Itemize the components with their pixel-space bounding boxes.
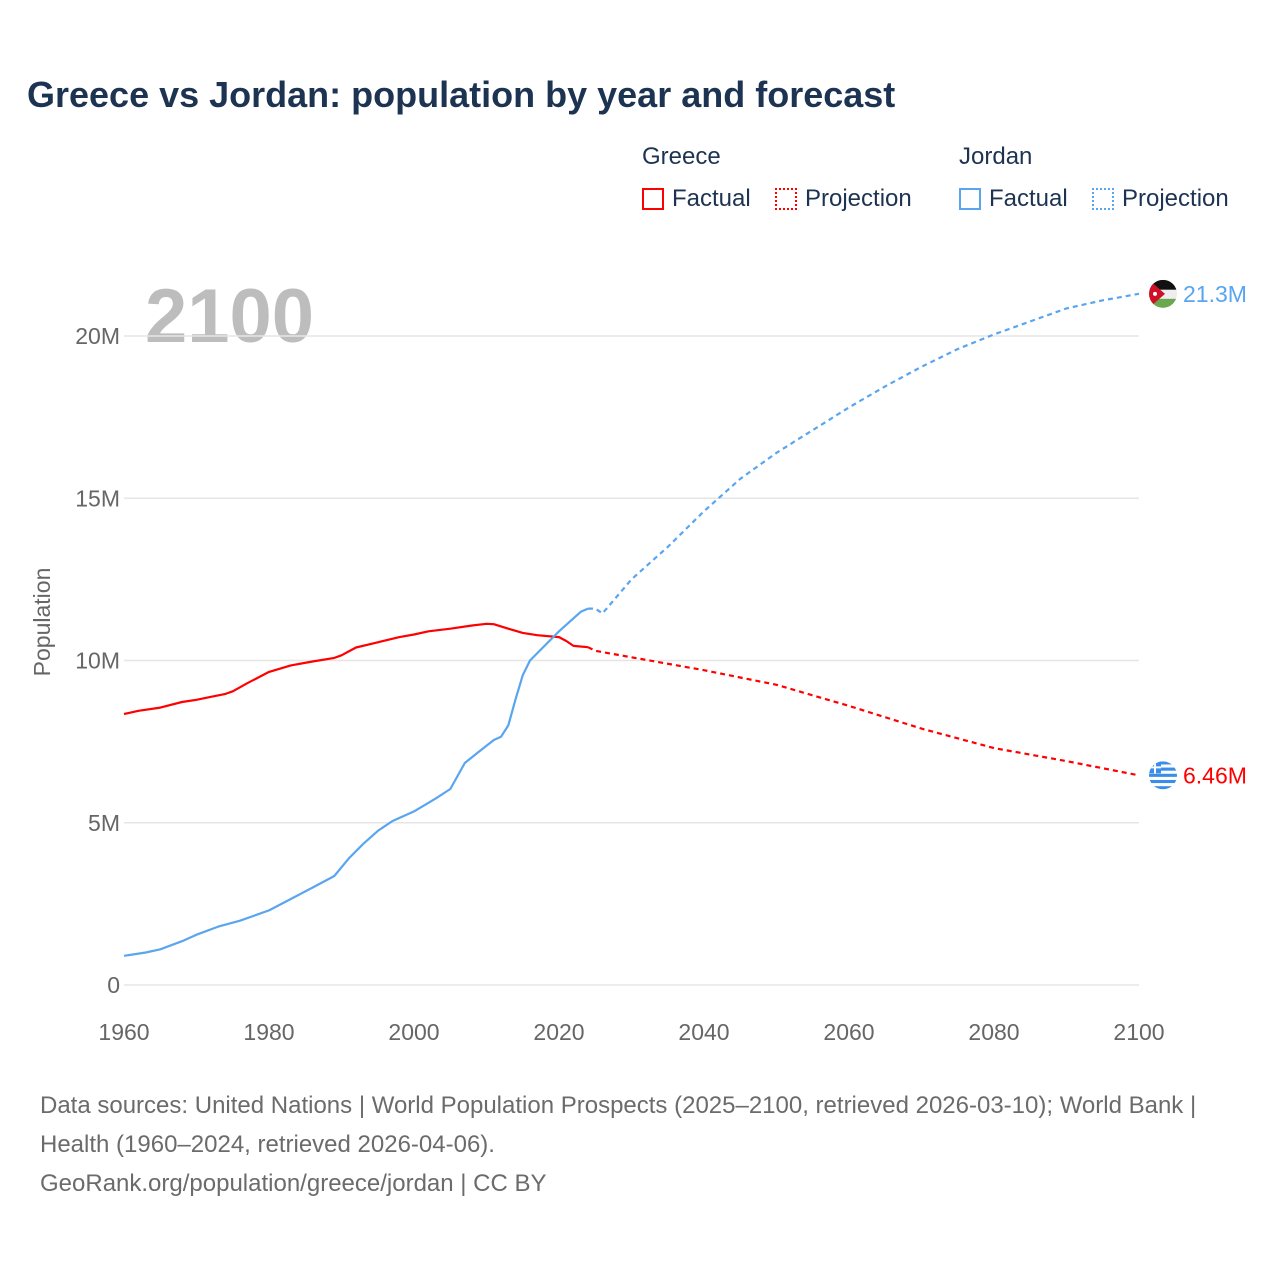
cross <box>1149 766 1161 769</box>
stripe <box>1149 786 1177 790</box>
x-tick-label: 1980 <box>243 1019 294 1045</box>
y-tick-label: 5M <box>88 810 120 836</box>
legend-group-label: Jordan <box>959 143 1033 170</box>
greece-factual-line <box>123 622 589 716</box>
x-tick-label: 2060 <box>823 1019 874 1045</box>
x-tick-label: 2080 <box>968 1019 1019 1045</box>
legend-label: Factual <box>989 185 1068 212</box>
stripe <box>1149 761 1177 765</box>
footer: Data sources: United Nations | World Pop… <box>40 1086 1230 1203</box>
solid-swatch-icon <box>642 188 664 210</box>
stripe <box>1149 779 1177 784</box>
x-tick-label: 1960 <box>98 1019 149 1045</box>
attribution-link[interactable]: GeoRank.org/population/greece/jordan | C… <box>40 1170 547 1197</box>
jordan-projection-line <box>588 292 1140 615</box>
year-watermark: 2100 <box>145 274 314 359</box>
x-tick-label: 2020 <box>533 1019 584 1045</box>
legend-label: Factual <box>672 185 751 212</box>
greece-flag-icon <box>1149 761 1177 790</box>
jordan-factual-line <box>123 607 589 957</box>
legend-label: Projection <box>1122 185 1229 212</box>
chart-title: Greece vs Jordan: population by year and… <box>27 74 896 115</box>
x-tick-label: 2040 <box>678 1019 729 1045</box>
stripe <box>1149 773 1177 777</box>
dotted-swatch-icon <box>1092 188 1114 210</box>
star <box>1153 291 1157 296</box>
flag <box>1149 279 1177 308</box>
y-tick-label: 20M <box>75 323 120 349</box>
legend-item-greece-projection[interactable]: Projection <box>775 185 912 213</box>
end-value-label: 6.46M <box>1183 762 1247 788</box>
legend-greece: Greece Factual Projection <box>642 143 912 212</box>
data-sources: Data sources: United Nations | World Pop… <box>40 1092 1197 1158</box>
y-tick-label: 15M <box>75 485 120 511</box>
legend-group-label: Greece <box>642 143 721 170</box>
y-tick-label: 0 <box>107 972 120 998</box>
x-tick-label: 2000 <box>388 1019 439 1045</box>
dotted-swatch-icon <box>775 188 797 210</box>
legend-jordan: Jordan Factual Projection <box>959 143 1229 212</box>
y-tick-label: 10M <box>75 648 120 674</box>
solid-swatch-icon <box>959 188 981 210</box>
legend-item-greece-factual[interactable]: Factual <box>642 185 751 213</box>
stripe <box>1149 767 1177 771</box>
legend-item-jordan-factual[interactable]: Factual <box>959 185 1068 213</box>
y-axis-label: Population <box>29 568 55 677</box>
legend-label: Projection <box>805 185 912 212</box>
jordan-flag-icon <box>1149 279 1177 308</box>
flag <box>1149 761 1177 790</box>
greece-projection-line <box>587 646 1140 777</box>
end-value-label: 21.3M <box>1183 281 1247 307</box>
x-tick-label: 2100 <box>1113 1019 1164 1045</box>
stripe <box>1149 298 1177 308</box>
legend-item-jordan-projection[interactable]: Projection <box>1092 185 1229 213</box>
stripe <box>1149 279 1177 290</box>
